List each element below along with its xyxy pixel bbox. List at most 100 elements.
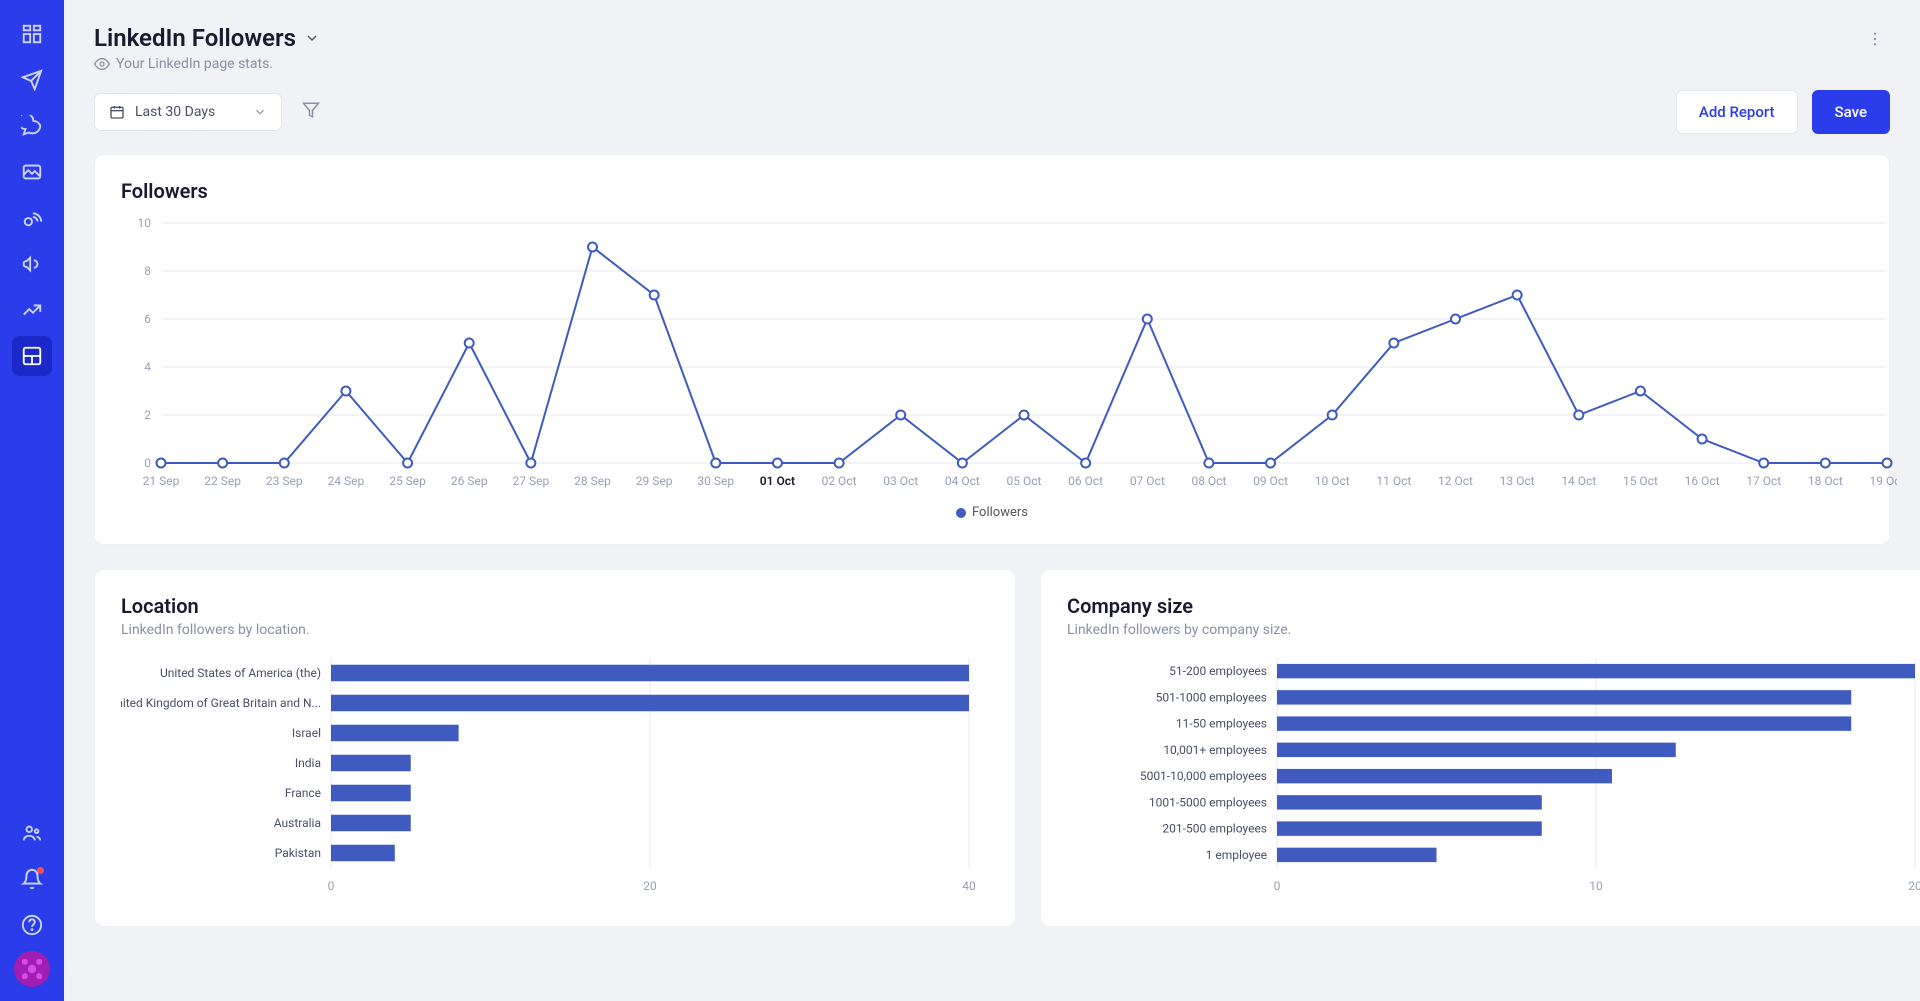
svg-text:25 Sep: 25 Sep [389,474,426,488]
svg-text:Pakistan: Pakistan [275,846,321,860]
company-bar-chart: 0102051-200 employees501-1000 employees1… [1067,638,1920,898]
help-icon [21,914,43,936]
followers-legend: Followers [121,505,1863,520]
svg-text:17 Oct: 17 Oct [1746,474,1781,488]
followers-card: Followers 024681021 Sep22 Sep23 Sep24 Se… [94,154,1890,545]
svg-text:11 Oct: 11 Oct [1376,474,1411,488]
nav-campaigns[interactable] [12,244,52,284]
svg-text:16 Oct: 16 Oct [1685,474,1720,488]
svg-text:11-50 employees: 11-50 employees [1176,717,1267,731]
svg-text:1 employee: 1 employee [1206,848,1267,862]
svg-text:40: 40 [962,879,976,893]
calendar-icon [109,104,125,120]
svg-text:24 Sep: 24 Sep [328,474,365,488]
svg-text:20: 20 [1908,879,1920,893]
nav-messages[interactable] [12,106,52,146]
add-report-button[interactable]: Add Report [1676,90,1798,134]
svg-text:India: India [295,756,321,770]
svg-text:27 Sep: 27 Sep [513,474,550,488]
date-range-picker[interactable]: Last 30 Days [94,93,282,131]
location-title: Location [121,594,989,618]
svg-text:14 Oct: 14 Oct [1561,474,1596,488]
toolbar: Last 30 Days Add Report Save [94,90,1890,134]
satellite-icon [21,207,43,229]
main-content: LinkedIn Followers Your LinkedIn page st… [64,0,1920,1001]
svg-text:France: France [285,786,321,800]
image-icon [21,161,43,183]
location-bar-chart: 0 20 40 United States of America (the) Unite… [121,638,989,898]
svg-text:5001-10,000 employees: 5001-10,000 employees [1140,769,1267,783]
svg-text:18 Oct: 18 Oct [1808,474,1843,488]
dots-vertical-icon [1866,30,1884,48]
more-menu[interactable] [1860,24,1890,58]
nav-dashboard[interactable] [12,14,52,54]
svg-text:United States of America (the): United States of America (the) [160,666,321,680]
legend-label: Followers [972,505,1028,520]
svg-text:01 Oct: 01 Oct [760,474,795,488]
legend-marker [956,508,966,518]
svg-text:13 Oct: 13 Oct [1500,474,1535,488]
svg-text:21 Sep: 21 Sep [143,474,180,488]
svg-text:23 Sep: 23 Sep [266,474,303,488]
svg-text:28 Sep: 28 Sep [574,474,611,488]
svg-text:0: 0 [328,879,335,893]
svg-text:05 Oct: 05 Oct [1007,474,1042,488]
svg-text:02 Oct: 02 Oct [822,474,857,488]
company-subtitle: LinkedIn followers by company size. [1067,622,1920,638]
user-avatar[interactable] [14,951,50,987]
svg-text:04 Oct: 04 Oct [945,474,980,488]
svg-text:0: 0 [144,456,151,470]
location-card: Location LinkedIn followers by location.… [94,569,1016,927]
chevron-down-icon[interactable] [304,30,320,46]
svg-text:United Kingdom of Great Britai: United Kingdom of Great Britain and N... [121,696,321,710]
svg-text:08 Oct: 08 Oct [1191,474,1226,488]
nav-notifications[interactable] [12,859,52,899]
grid-icon [21,23,43,45]
megaphone-icon [21,253,43,275]
svg-text:06 Oct: 06 Oct [1068,474,1103,488]
nav-broadcast[interactable] [12,198,52,238]
svg-text:15 Oct: 15 Oct [1623,474,1658,488]
trend-icon [21,299,43,321]
date-range-label: Last 30 Days [135,104,215,120]
filter-icon [302,101,320,119]
svg-text:10: 10 [1589,879,1603,893]
svg-text:07 Oct: 07 Oct [1130,474,1165,488]
page-subtitle: Your LinkedIn page stats. [116,56,273,72]
chat-icon [21,115,43,137]
svg-text:29 Sep: 29 Sep [636,474,673,488]
location-subtitle: LinkedIn followers by location. [121,622,989,638]
page-title: LinkedIn Followers [94,24,296,52]
svg-text:12 Oct: 12 Oct [1438,474,1473,488]
svg-text:8: 8 [144,264,151,278]
nav-inbox[interactable] [12,152,52,192]
svg-text:2: 2 [144,408,151,422]
filter-button[interactable] [292,91,330,133]
layout-icon [21,345,43,367]
followers-title: Followers [121,179,1863,203]
svg-text:10 Oct: 10 Oct [1315,474,1350,488]
sidebar [0,0,64,1001]
svg-text:19 Oct: 19 Oct [1870,474,1897,488]
svg-text:22 Sep: 22 Sep [204,474,241,488]
svg-text:4: 4 [144,360,151,374]
page-header: LinkedIn Followers Your LinkedIn page st… [94,24,1890,72]
chevron-down-icon [253,105,267,119]
svg-text:26 Sep: 26 Sep [451,474,488,488]
svg-text:30 Sep: 30 Sep [697,474,734,488]
send-icon [21,69,43,91]
followers-line-chart: 024681021 Sep22 Sep23 Sep24 Sep25 Sep26 … [121,213,1897,493]
notification-dot [37,867,44,874]
svg-text:20: 20 [643,879,657,893]
nav-reports[interactable] [12,336,52,376]
svg-text:03 Oct: 03 Oct [883,474,918,488]
svg-text:10,001+ employees: 10,001+ employees [1163,743,1267,757]
svg-text:201-500 employees: 201-500 employees [1162,822,1267,836]
save-button[interactable]: Save [1812,90,1890,134]
svg-text:0: 0 [1274,879,1281,893]
nav-send[interactable] [12,60,52,100]
nav-analytics[interactable] [12,290,52,330]
company-card: Company size LinkedIn followers by compa… [1040,569,1920,927]
nav-help[interactable] [12,905,52,945]
nav-team[interactable] [12,813,52,853]
